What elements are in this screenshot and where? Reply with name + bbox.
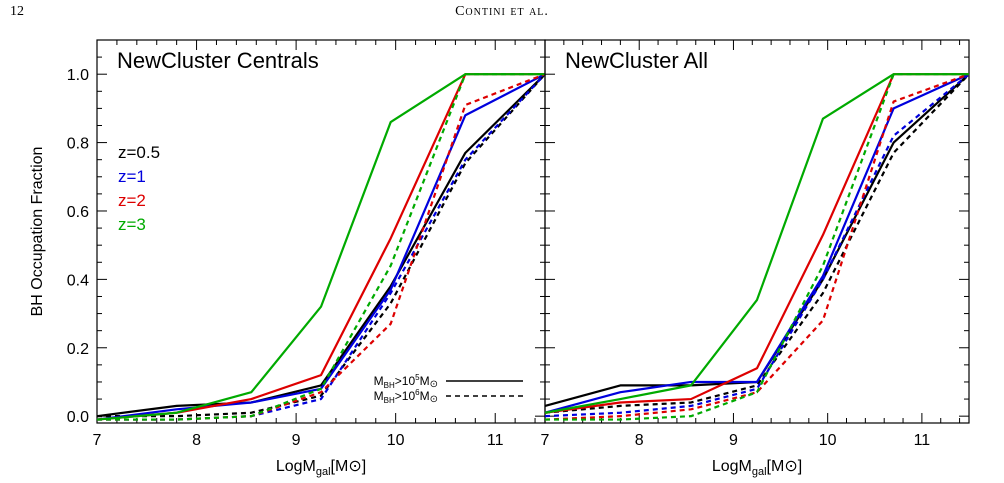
y-tick-label: 1.0 bbox=[67, 67, 89, 84]
y-tick-label: 0.4 bbox=[67, 272, 89, 289]
series-line-z3-dashed bbox=[545, 73, 969, 421]
legend-entry: z=1 bbox=[118, 167, 146, 186]
legend-entry: z=0.5 bbox=[118, 143, 160, 162]
x-axis-label: LogMgal[M⊙] bbox=[276, 458, 366, 478]
plot-frame bbox=[544, 39, 970, 424]
x-tick-label: 10 bbox=[819, 432, 837, 449]
panel-title: NewCluster Centrals bbox=[117, 48, 319, 73]
x-tick-label: 9 bbox=[729, 432, 738, 449]
legend-entry: MBH>105M⊙ bbox=[374, 373, 438, 390]
x-tick-label: 8 bbox=[635, 432, 644, 449]
y-tick-label: 0.8 bbox=[67, 136, 89, 153]
x-tick-label: 10 bbox=[387, 432, 405, 449]
running-head: Contini et al. bbox=[455, 4, 549, 19]
plot-frame bbox=[96, 39, 546, 424]
series-line-z1-solid bbox=[96, 73, 546, 421]
series-line-z2-solid bbox=[544, 73, 969, 414]
series-line-z3-solid bbox=[96, 73, 545, 421]
y-tick-label: 0.2 bbox=[67, 341, 89, 358]
series-line-z05-dashed bbox=[544, 73, 970, 414]
x-tick-label: 11 bbox=[487, 432, 504, 449]
series-line-z1-dashed bbox=[97, 73, 546, 421]
series-line-z1-dashed bbox=[544, 73, 970, 418]
series-line-z2-solid bbox=[96, 73, 545, 421]
panel-centrals: 7 8 9 10 11 0.0 0.2 0.4 0.6 0.8 1.0 NewCluster Cent… bbox=[67, 39, 546, 478]
series-line-z3-dashed bbox=[97, 73, 545, 421]
series-line-z05-dashed bbox=[97, 73, 546, 418]
legend-entry: MBH>106M⊙ bbox=[374, 388, 438, 405]
page-number: 12 bbox=[10, 4, 24, 19]
x-tick-label: 7 bbox=[93, 432, 102, 449]
redshift-legend: z=0.5 z=1 z=2 z=3 bbox=[118, 143, 160, 234]
series-line-z3-solid bbox=[544, 73, 969, 414]
legend-entry: z=2 bbox=[118, 191, 146, 210]
x-tick-label: 8 bbox=[192, 432, 201, 449]
series-line-z2-dashed bbox=[97, 73, 546, 421]
x-tick-label: 9 bbox=[292, 432, 301, 449]
x-tick-label: 7 bbox=[541, 432, 550, 449]
page-header: 12 Contini et al. bbox=[0, 0, 1004, 30]
panel-title: NewCluster All bbox=[565, 48, 708, 73]
series-line-z05-solid bbox=[96, 73, 546, 418]
y-tick-label: 0.0 bbox=[67, 409, 89, 426]
legend-entry: z=3 bbox=[118, 215, 146, 234]
x-axis-label: LogMgal[M⊙] bbox=[712, 458, 802, 478]
series-line-z1-solid bbox=[544, 73, 970, 414]
y-tick-label: 0.6 bbox=[67, 204, 89, 221]
x-tick-label: 11 bbox=[914, 432, 931, 449]
linestyle-legend: MBH>105M⊙MBH>106M⊙ bbox=[374, 373, 523, 405]
series-line-z05-solid bbox=[544, 73, 970, 407]
panel-all: 7 8 9 10 11 NewCluster All LogMgal[M⊙] bbox=[541, 39, 970, 478]
series-line-z2-dashed bbox=[544, 73, 970, 421]
y-axis-label: BH Occupation Fraction bbox=[29, 147, 46, 317]
